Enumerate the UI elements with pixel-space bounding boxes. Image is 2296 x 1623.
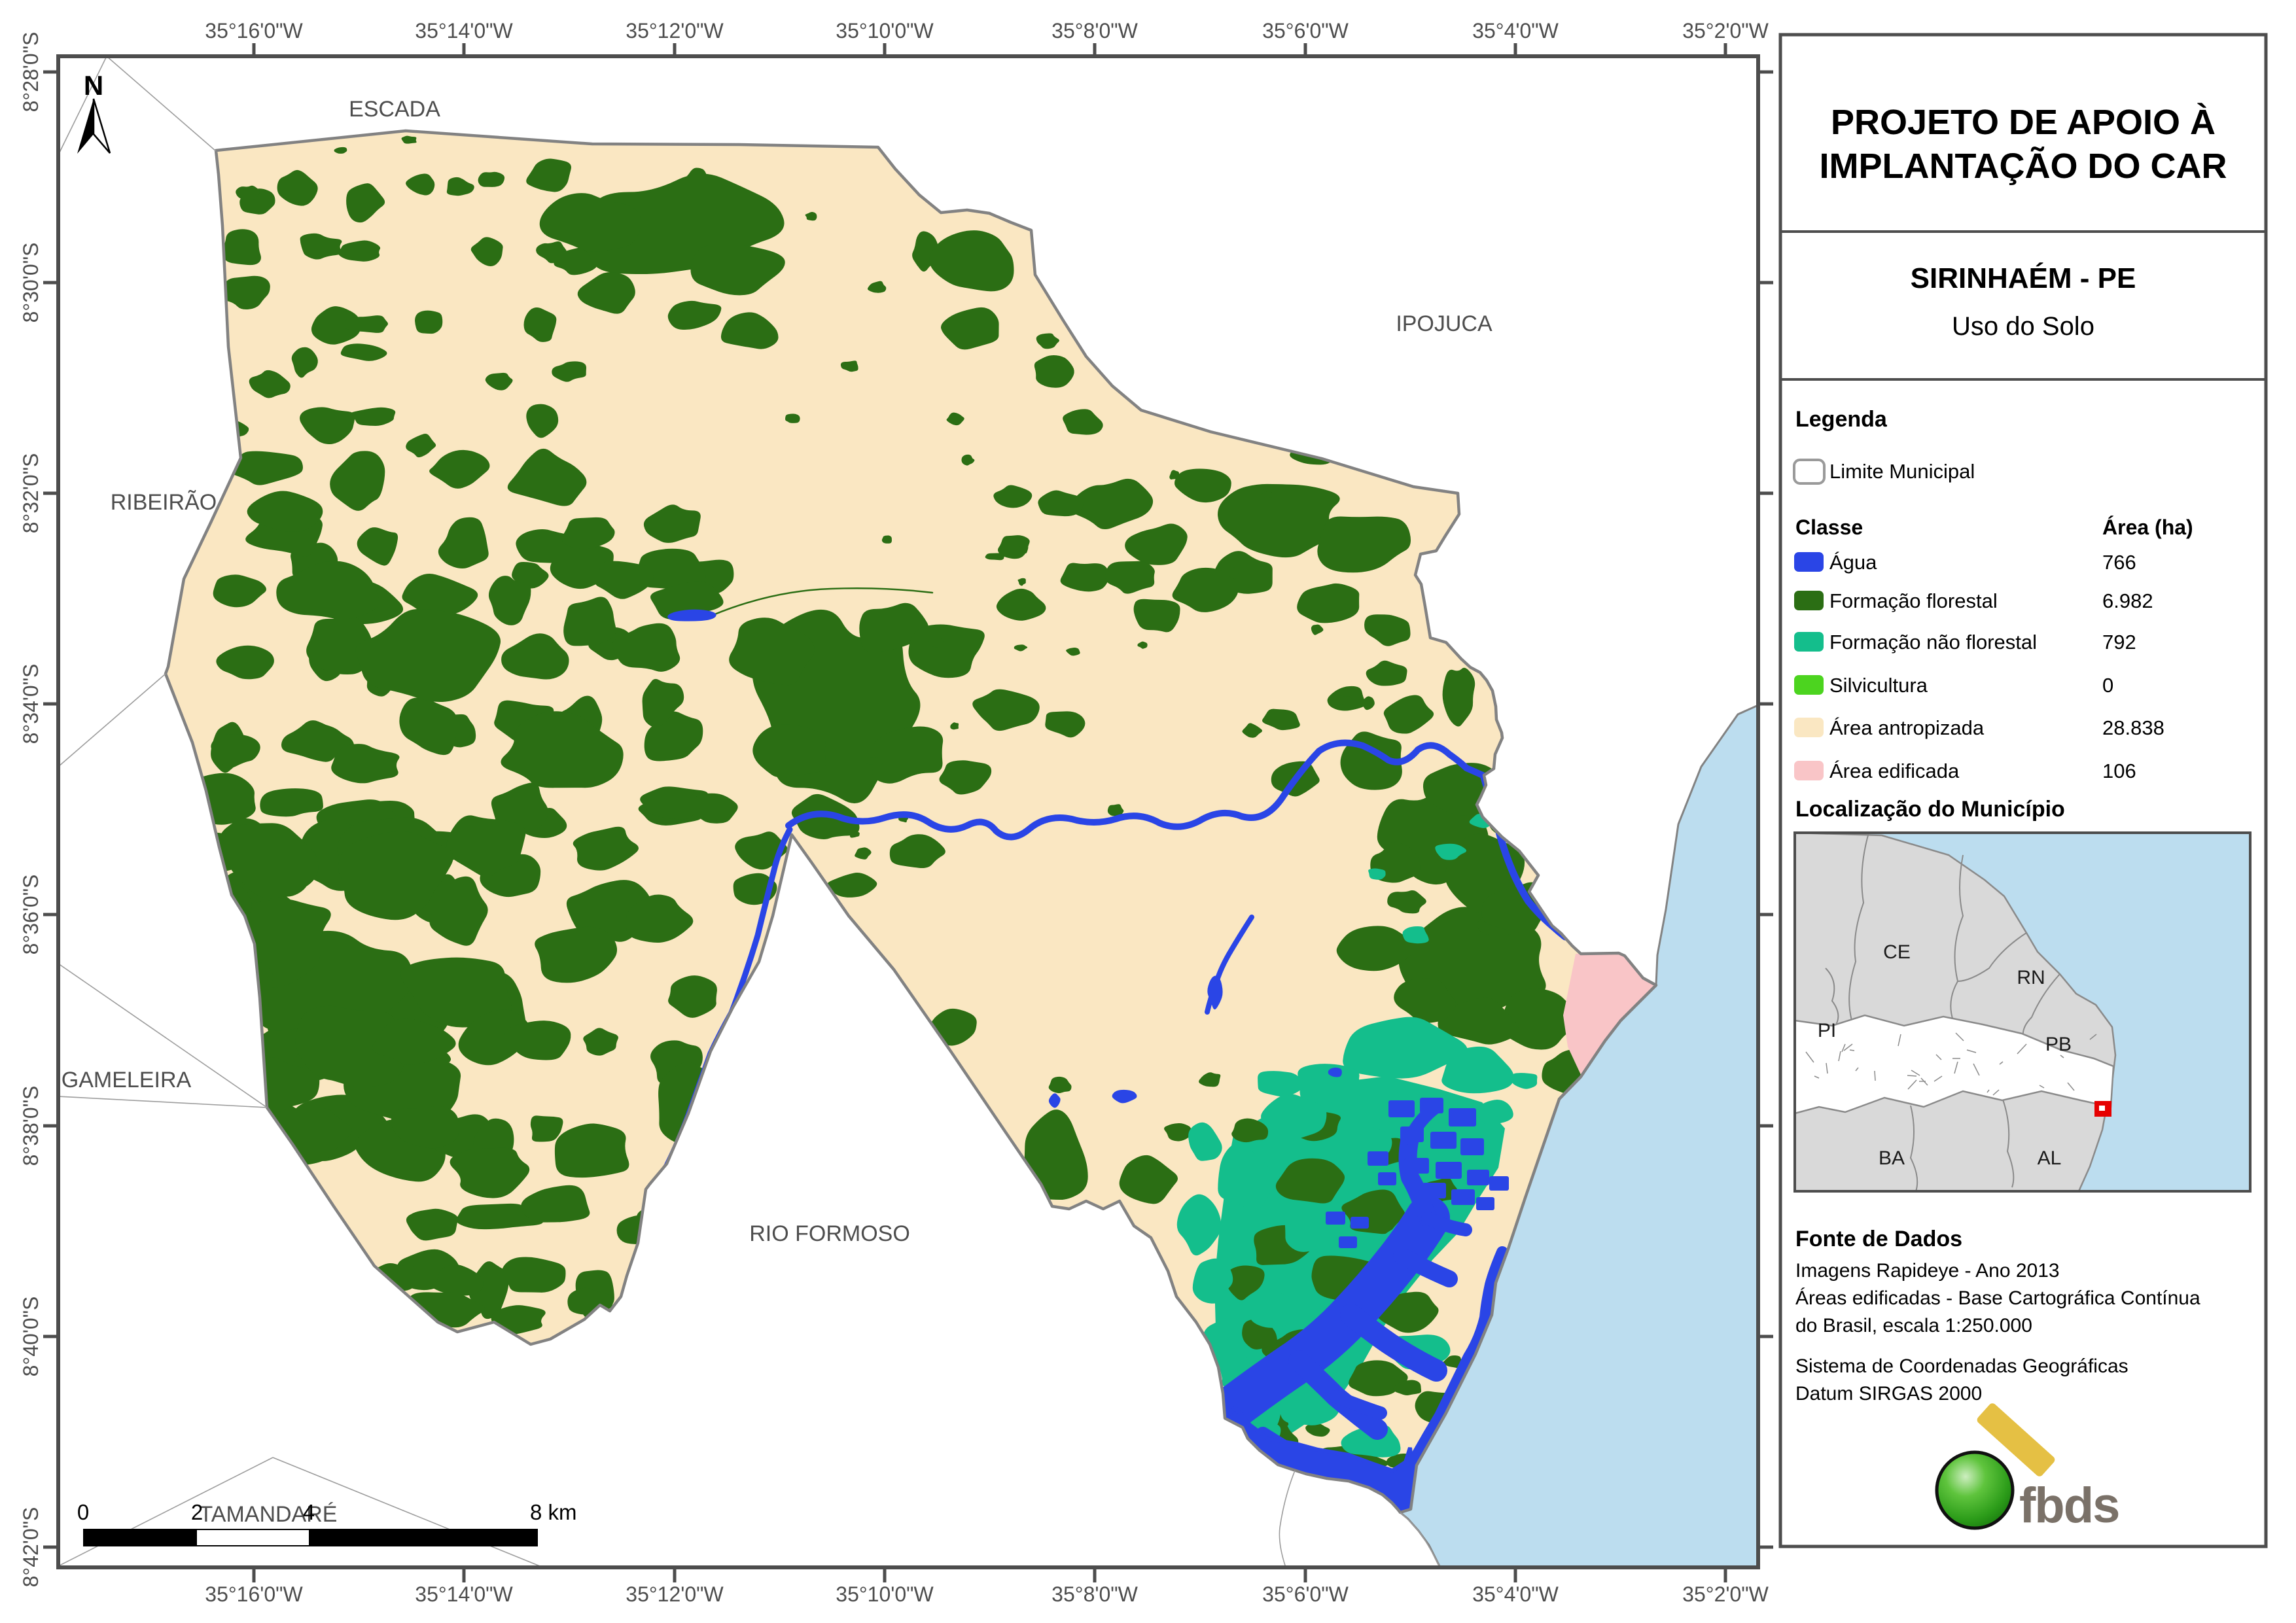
svg-text:35°6'0"W: 35°6'0"W (1262, 1582, 1349, 1606)
svg-text:8 km: 8 km (530, 1500, 577, 1524)
svg-text:35°8'0"W: 35°8'0"W (1051, 19, 1138, 43)
svg-text:Datum SIRGAS 2000: Datum SIRGAS 2000 (1795, 1383, 1982, 1405)
svg-text:SIRINHAÉM - PE: SIRINHAÉM - PE (1911, 262, 2136, 294)
svg-text:RIO FORMOSO: RIO FORMOSO (749, 1221, 910, 1246)
svg-text:35°16'0"W: 35°16'0"W (205, 19, 303, 43)
svg-text:0: 0 (2102, 674, 2113, 697)
svg-text:Área (ha): Área (ha) (2102, 515, 2193, 539)
svg-text:PI: PI (1818, 1020, 1836, 1041)
svg-text:8°34'0"S: 8°34'0"S (19, 664, 43, 744)
svg-text:Áreas edificadas - Base Cartog: Áreas edificadas - Base Cartográfica Con… (1795, 1287, 2200, 1309)
svg-text:Imagens Rapideye - Ano 2013: Imagens Rapideye - Ano 2013 (1795, 1260, 2060, 1282)
svg-text:Área edificada: Área edificada (1829, 759, 1960, 782)
svg-text:PROJETO DE APOIO À: PROJETO DE APOIO À (1831, 103, 2216, 142)
svg-text:RN: RN (2017, 967, 2045, 988)
svg-text:Água: Água (1829, 551, 1877, 574)
svg-text:IMPLANTAÇÃO DO CAR: IMPLANTAÇÃO DO CAR (1820, 147, 2227, 186)
svg-text:Uso do Solo: Uso do Solo (1952, 312, 2094, 341)
svg-text:Legenda: Legenda (1795, 407, 1888, 432)
svg-text:Limite Municipal: Limite Municipal (1829, 460, 1975, 483)
svg-text:35°12'0"W: 35°12'0"W (626, 19, 724, 43)
svg-text:35°10'0"W: 35°10'0"W (836, 1582, 934, 1606)
svg-text:35°2'0"W: 35°2'0"W (1682, 1582, 1769, 1606)
svg-text:35°16'0"W: 35°16'0"W (205, 1582, 303, 1606)
svg-text:fbds: fbds (2019, 1478, 2119, 1533)
svg-text:Área antropizada: Área antropizada (1829, 716, 1985, 739)
svg-text:ESCADA: ESCADA (349, 97, 440, 122)
svg-text:8°42'0"S: 8°42'0"S (19, 1507, 43, 1588)
svg-text:AL: AL (2038, 1147, 2062, 1169)
svg-text:Fonte de Dados: Fonte de Dados (1795, 1227, 1962, 1251)
svg-text:35°8'0"W: 35°8'0"W (1051, 1582, 1138, 1606)
svg-text:35°2'0"W: 35°2'0"W (1682, 19, 1769, 43)
svg-text:8°32'0"S: 8°32'0"S (19, 453, 43, 534)
svg-text:do Brasil, escala 1:250.000: do Brasil, escala 1:250.000 (1795, 1315, 2032, 1336)
svg-text:35°10'0"W: 35°10'0"W (836, 19, 934, 43)
svg-text:792: 792 (2102, 631, 2136, 654)
svg-text:35°14'0"W: 35°14'0"W (415, 1582, 513, 1606)
svg-text:28.838: 28.838 (2102, 716, 2164, 739)
svg-text:Sistema de Coordenadas Geográf: Sistema de Coordenadas Geográficas (1795, 1355, 2128, 1377)
svg-text:766: 766 (2102, 551, 2136, 574)
svg-text:N: N (84, 70, 103, 101)
svg-text:PB: PB (2045, 1034, 2072, 1055)
svg-text:CE: CE (1883, 941, 1911, 963)
svg-text:Classe: Classe (1795, 515, 1863, 539)
svg-text:35°4'0"W: 35°4'0"W (1472, 19, 1559, 43)
svg-text:IPOJUCA: IPOJUCA (1396, 311, 1492, 336)
svg-text:Formação não florestal: Formação não florestal (1829, 631, 2037, 654)
svg-text:35°4'0"W: 35°4'0"W (1472, 1582, 1559, 1606)
svg-text:8°28'0"S: 8°28'0"S (19, 32, 43, 113)
svg-text:35°12'0"W: 35°12'0"W (626, 1582, 724, 1606)
svg-text:Formação florestal: Formação florestal (1829, 589, 1998, 612)
svg-text:TAMANDARÉ: TAMANDARÉ (200, 1502, 338, 1527)
svg-text:6.982: 6.982 (2102, 589, 2153, 612)
svg-text:8°40'0"S: 8°40'0"S (19, 1297, 43, 1377)
svg-text:8°30'0"S: 8°30'0"S (19, 243, 43, 323)
svg-text:GAMELEIRA: GAMELEIRA (62, 1068, 192, 1092)
svg-text:Silvicultura: Silvicultura (1829, 674, 1928, 697)
svg-text:8°36'0"S: 8°36'0"S (19, 875, 43, 955)
svg-text:RIBEIRÃO: RIBEIRÃO (111, 490, 217, 515)
svg-text:Localização do Município: Localização do Município (1795, 797, 2065, 822)
svg-text:35°6'0"W: 35°6'0"W (1262, 19, 1349, 43)
svg-text:4: 4 (303, 1500, 315, 1524)
svg-text:35°14'0"W: 35°14'0"W (415, 19, 513, 43)
svg-text:2: 2 (191, 1500, 203, 1524)
svg-text:8°38'0"S: 8°38'0"S (19, 1086, 43, 1166)
svg-text:106: 106 (2102, 759, 2136, 782)
svg-text:0: 0 (77, 1500, 89, 1524)
svg-text:BA: BA (1879, 1147, 1905, 1169)
